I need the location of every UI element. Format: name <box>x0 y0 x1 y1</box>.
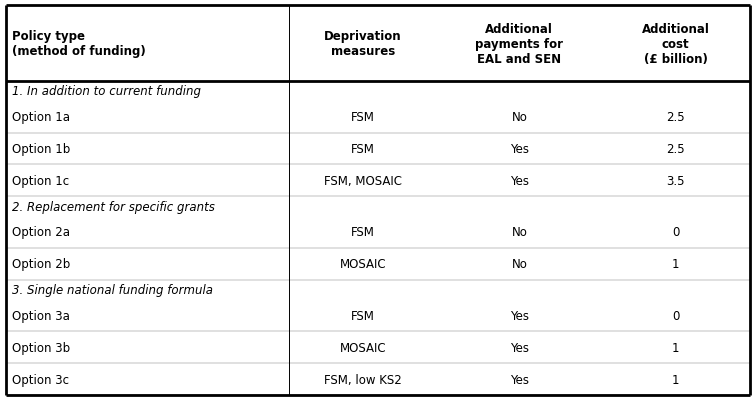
Text: 1: 1 <box>672 373 680 386</box>
Text: 0: 0 <box>672 226 679 239</box>
Text: FSM: FSM <box>352 111 375 124</box>
Text: 1. In addition to current funding: 1. In addition to current funding <box>12 85 201 98</box>
Text: Yes: Yes <box>510 309 529 322</box>
Text: Yes: Yes <box>510 373 529 386</box>
Text: MOSAIC: MOSAIC <box>339 258 386 271</box>
Text: No: No <box>511 258 527 271</box>
Text: Yes: Yes <box>510 143 529 156</box>
Text: Yes: Yes <box>510 174 529 187</box>
Text: FSM: FSM <box>352 143 375 156</box>
Text: Deprivation
measures: Deprivation measures <box>324 30 402 58</box>
Text: Option 3a: Option 3a <box>12 309 70 322</box>
Text: Option 1a: Option 1a <box>12 111 70 124</box>
Text: No: No <box>511 111 527 124</box>
Text: Option 3b: Option 3b <box>12 341 70 354</box>
Text: FSM: FSM <box>352 309 375 322</box>
Text: FSM: FSM <box>352 226 375 239</box>
Text: 3.5: 3.5 <box>666 174 685 187</box>
Text: Additional
payments for
EAL and SEN: Additional payments for EAL and SEN <box>476 22 563 65</box>
Text: Yes: Yes <box>510 341 529 354</box>
Text: MOSAIC: MOSAIC <box>339 341 386 354</box>
Text: 2.5: 2.5 <box>666 143 685 156</box>
Text: Option 2a: Option 2a <box>12 226 70 239</box>
Text: FSM, MOSAIC: FSM, MOSAIC <box>324 174 402 187</box>
Text: Option 3c: Option 3c <box>12 373 69 386</box>
Text: Additional
cost
(£ billion): Additional cost (£ billion) <box>642 22 709 65</box>
Text: 3. Single national funding formula: 3. Single national funding formula <box>12 284 213 296</box>
Text: Policy type
(method of funding): Policy type (method of funding) <box>12 30 146 58</box>
Text: Option 1b: Option 1b <box>12 143 70 156</box>
Text: Option 1c: Option 1c <box>12 174 70 187</box>
Text: 1: 1 <box>672 258 680 271</box>
Text: 0: 0 <box>672 309 679 322</box>
Text: 1: 1 <box>672 341 680 354</box>
Text: FSM, low KS2: FSM, low KS2 <box>324 373 402 386</box>
Text: No: No <box>511 226 527 239</box>
Text: 2.5: 2.5 <box>666 111 685 124</box>
Text: Option 2b: Option 2b <box>12 258 70 271</box>
Text: 2. Replacement for specific grants: 2. Replacement for specific grants <box>12 200 215 213</box>
